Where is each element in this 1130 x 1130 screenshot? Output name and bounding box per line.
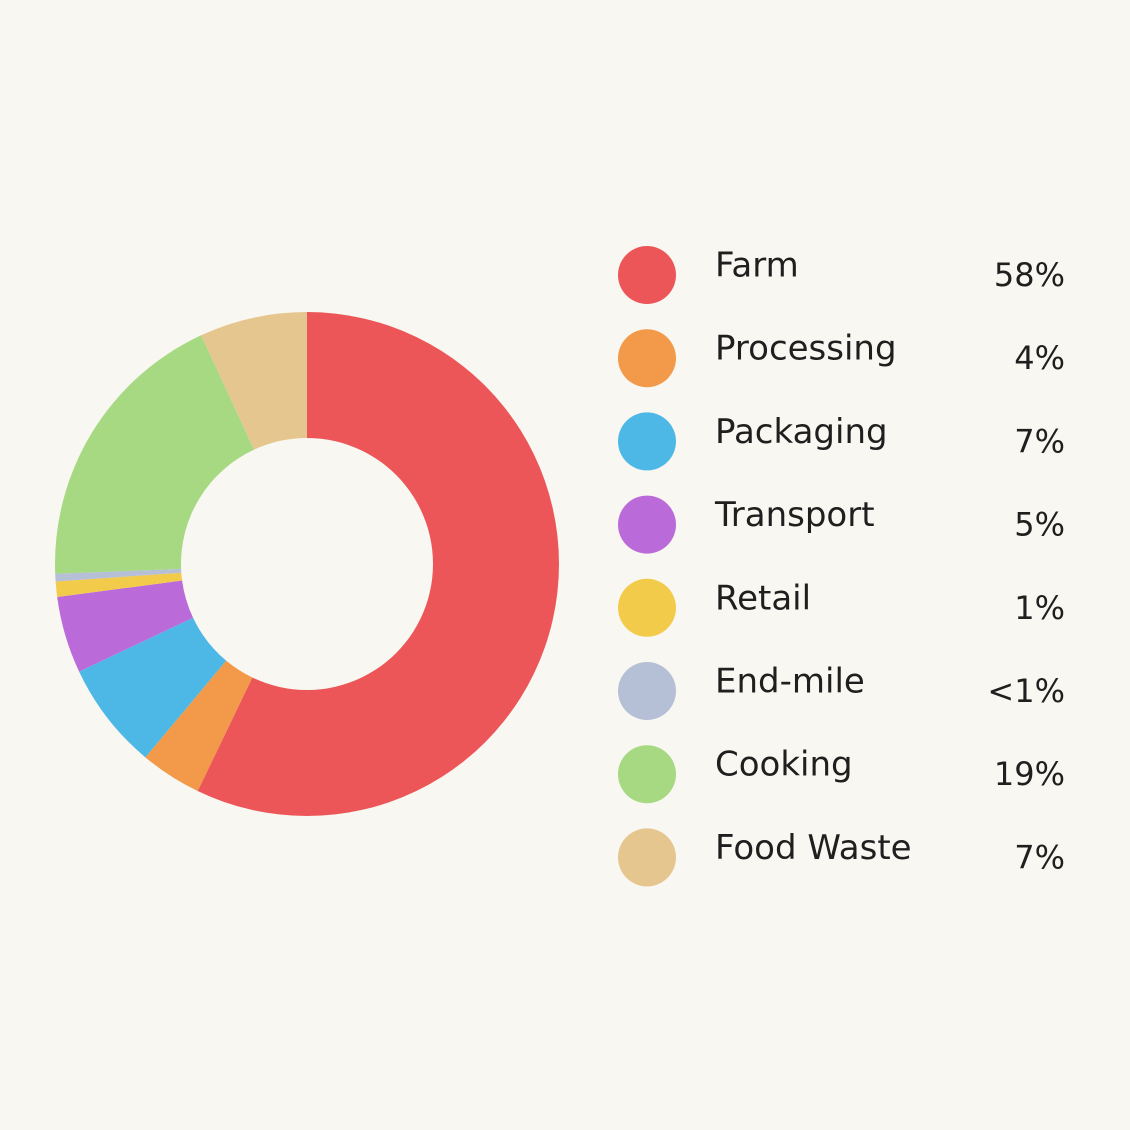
legend-marker [618,662,676,720]
legend-marker [618,412,676,471]
legend-marker [618,745,676,804]
legend-marker [618,246,676,304]
value-label: 4% [1014,339,1065,377]
legend-marker [618,495,676,554]
legend-marker [618,329,676,388]
donut-slice [55,568,182,582]
legend-label: Retail [715,578,811,618]
donut-slice [201,312,307,450]
legend-label: Packaging [715,412,888,452]
value-label: <1% [987,672,1065,710]
donut-slice [54,335,255,574]
value-label: 7% [1014,422,1065,460]
legend-label: Transport [714,495,875,535]
legend-marker [618,578,676,637]
legend-marker [618,828,676,887]
legend-label: Cooking [715,745,853,785]
donut-slice [79,617,227,758]
value-label: 5% [1014,506,1065,544]
value-label: 7% [1014,838,1065,876]
donut-slice [145,660,253,792]
value-label: 58% [994,256,1065,294]
legend-label: Processing [715,329,897,369]
value-label: 1% [1014,589,1065,627]
donut-slice [55,572,183,598]
legend-label: Food Waste [715,828,912,868]
value-label: 19% [994,755,1065,793]
donut-slice [197,312,560,816]
donut-slice [57,580,194,672]
legend-label: End-mile [715,662,865,702]
legend-label: Farm [715,246,799,286]
